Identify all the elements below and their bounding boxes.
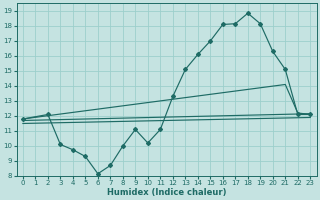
X-axis label: Humidex (Indice chaleur): Humidex (Indice chaleur) (107, 188, 226, 197)
